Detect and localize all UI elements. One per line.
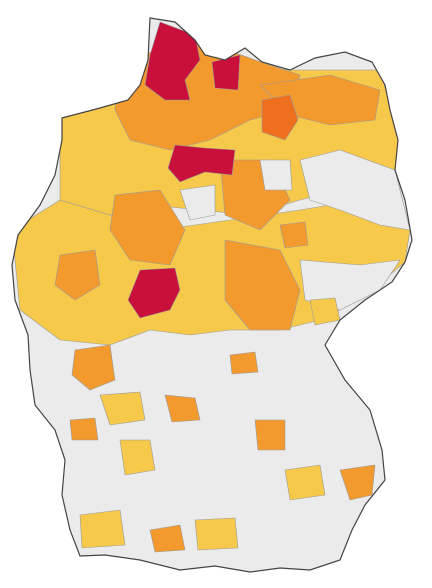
region: [299, 149, 411, 231]
region: [109, 189, 186, 266]
region: [99, 391, 146, 426]
region: [279, 221, 309, 249]
region: [309, 297, 341, 326]
region: [179, 184, 216, 221]
region: [194, 517, 239, 551]
region: [259, 159, 293, 191]
region: [284, 464, 326, 501]
region: [229, 351, 259, 375]
region: [149, 524, 186, 553]
region: [224, 239, 301, 331]
region: [127, 267, 181, 319]
region: [164, 394, 201, 423]
region: [211, 54, 241, 91]
region: [339, 464, 376, 501]
region: [71, 344, 116, 391]
region: [79, 509, 126, 549]
region: [69, 417, 99, 441]
district-regions: [12, 21, 411, 553]
germany-border: [11, 17, 413, 573]
region: [167, 144, 236, 183]
region: [54, 249, 101, 301]
region: [119, 439, 156, 476]
region: [254, 419, 286, 451]
region: [261, 94, 299, 141]
